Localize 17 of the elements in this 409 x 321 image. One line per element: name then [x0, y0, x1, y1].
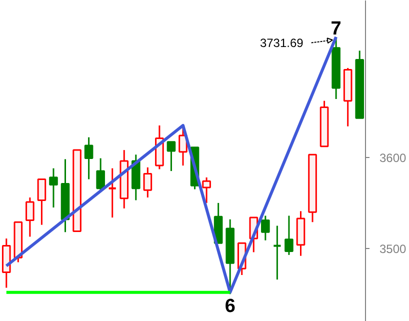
candlestick	[166, 141, 176, 172]
candlestick	[261, 214, 270, 242]
candlestick	[284, 214, 294, 256]
candlestick	[26, 196, 34, 238]
candlestick	[272, 224, 282, 280]
candlestick	[49, 168, 58, 208]
y-tick-label: 3500	[380, 242, 407, 256]
candlestick	[202, 176, 211, 204]
annotation: 7	[330, 18, 342, 40]
annotation: 6	[224, 296, 236, 318]
candlestick	[96, 158, 105, 191]
annotation: 3731.69	[260, 36, 304, 50]
candlestick	[84, 136, 94, 180]
candlestick	[143, 166, 152, 198]
candlestick	[108, 168, 117, 218]
candlestick	[37, 178, 46, 226]
y-tick-label: 3600	[380, 150, 407, 165]
